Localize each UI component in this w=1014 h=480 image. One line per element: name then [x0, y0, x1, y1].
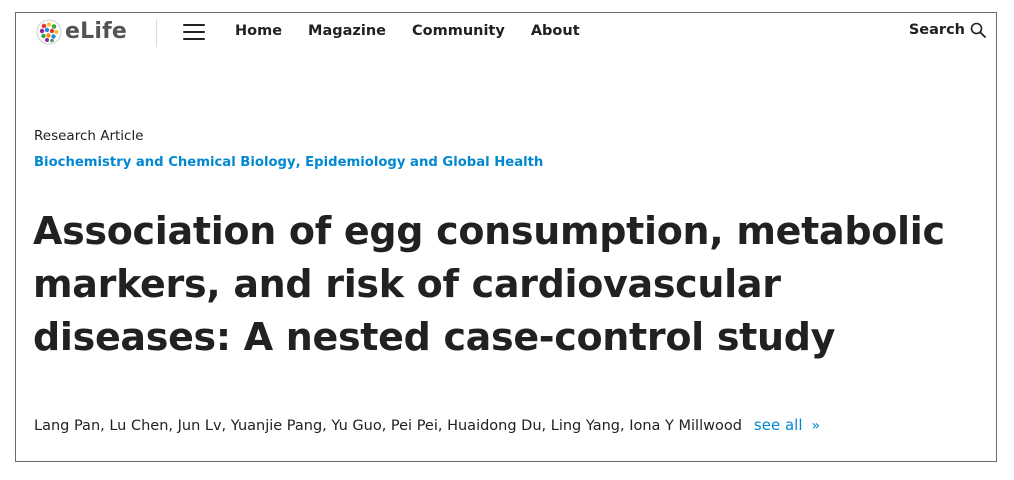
subject-link-biochemistry[interactable]: Biochemistry and Chemical Biology	[34, 155, 296, 170]
main-nav: Home Magazine Community About	[235, 23, 580, 39]
site-header: eLife Home Magazine Community About Sear…	[16, 13, 996, 53]
subject-separator: ,	[295, 155, 306, 170]
subject-link-epidemiology[interactable]: Epidemiology and Global Health	[305, 155, 544, 170]
article-title: Association of egg consumption, metaboli…	[33, 209, 945, 359]
nav-about[interactable]: About	[530, 23, 580, 39]
subject-list: Biochemistry and Chemical Biology , Epid…	[34, 155, 543, 170]
logo-text: eLife	[65, 19, 127, 44]
elife-logo-icon	[36, 19, 62, 45]
search-button[interactable]: Search	[909, 22, 986, 38]
nav-home[interactable]: Home	[235, 23, 283, 39]
nav-magazine[interactable]: Magazine	[308, 23, 386, 39]
author-list: Lang Pan, Lu Chen, Jun Lv, Yuanjie Pang,…	[34, 416, 820, 434]
authors-text: Lang Pan, Lu Chen, Jun Lv, Yuanjie Pang,…	[34, 418, 742, 434]
page-frame: eLife Home Magazine Community About Sear…	[15, 12, 997, 462]
search-label: Search	[908, 22, 965, 38]
search-icon	[970, 22, 986, 38]
elife-logo[interactable]: eLife	[36, 17, 127, 47]
see-all-authors-link[interactable]: see all	[753, 416, 803, 434]
hamburger-menu-icon[interactable]	[183, 24, 205, 41]
nav-community[interactable]: Community	[412, 23, 505, 39]
header-divider	[156, 19, 157, 47]
article-type: Research Article	[34, 128, 144, 144]
chevron-right-icon[interactable]: »	[811, 418, 821, 434]
